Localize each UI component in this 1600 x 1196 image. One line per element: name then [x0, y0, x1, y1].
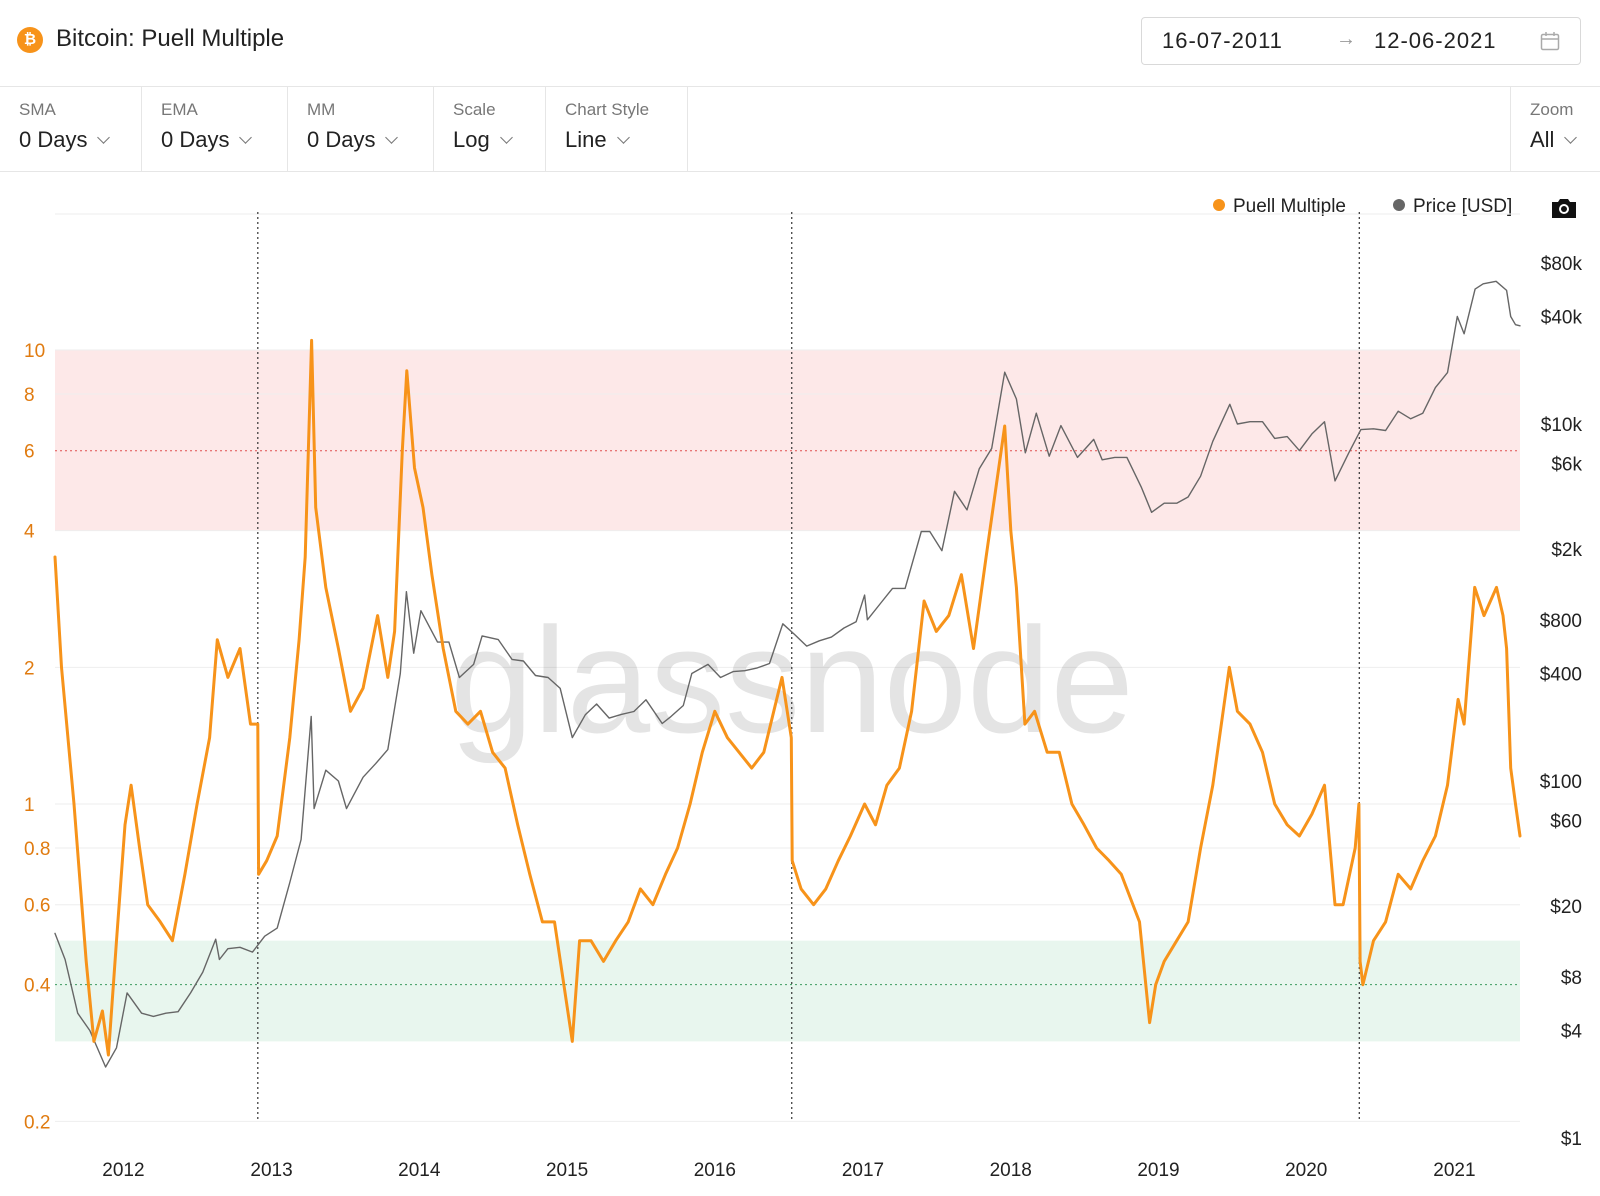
- x-axis-tick-label: 2014: [398, 1160, 441, 1181]
- left-axis-tick-label: 0.4: [24, 976, 51, 997]
- legend-puell-label: Puell Multiple: [1233, 196, 1346, 217]
- mm-value[interactable]: 0 Days: [307, 127, 399, 153]
- zoom-label: Zoom: [1530, 100, 1574, 119]
- sma-select[interactable]: SMA 0 Days: [0, 87, 142, 171]
- chart-style-select[interactable]: Chart Style Line: [546, 87, 688, 171]
- chevron-down-icon: [616, 131, 630, 144]
- date-range-picker[interactable]: 16-07-2011 → 12-06-2021: [1141, 17, 1581, 65]
- sma-label: SMA: [19, 100, 56, 119]
- ema-value[interactable]: 0 Days: [161, 127, 253, 153]
- left-axis-tick-label: 0.8: [24, 839, 50, 860]
- price-line: [54, 280, 1521, 1068]
- puell-multiple-line: [53, 338, 1522, 1057]
- x-axis-tick-label: 2018: [990, 1160, 1032, 1181]
- green-zone-band: [55, 940, 1520, 1042]
- sma-value[interactable]: 0 Days: [19, 127, 111, 153]
- right-axis-tick-label: $400: [1540, 665, 1582, 686]
- legend-puell[interactable]: Puell Multiple: [1213, 196, 1346, 218]
- date-end-input[interactable]: 12-06-2021: [1374, 28, 1497, 53]
- right-axis-tick-label: $1: [1561, 1129, 1582, 1150]
- left-axis-tick-label: 6: [24, 442, 35, 463]
- right-axis-tick-label: $8: [1561, 968, 1582, 989]
- zoom-select[interactable]: Zoom All: [1510, 87, 1600, 171]
- date-start-input[interactable]: 16-07-2011: [1162, 28, 1283, 53]
- left-axis-tick-label: 8: [24, 385, 35, 406]
- left-axis-tick-label: 0.6: [24, 896, 50, 917]
- legend-price-dot: [1393, 199, 1405, 211]
- legend-puell-dot: [1213, 199, 1225, 211]
- right-axis-tick-label: $60: [1550, 812, 1582, 833]
- right-axis-tick-label: $2k: [1551, 540, 1582, 561]
- left-axis-tick-label: 1: [24, 795, 35, 816]
- header: ₿ Bitcoin: Puell Multiple 16-07-2011 → 1…: [0, 0, 1600, 87]
- ema-label: EMA: [161, 100, 198, 119]
- scale-label: Scale: [453, 100, 496, 119]
- legend-price[interactable]: Price [USD]: [1393, 196, 1512, 218]
- chevron-down-icon: [239, 131, 253, 144]
- right-axis-tick-label: $10k: [1541, 415, 1583, 436]
- left-axis-tick-label: 10: [24, 341, 45, 362]
- legend-price-label: Price [USD]: [1413, 196, 1513, 217]
- bitcoin-icon: ₿: [17, 27, 43, 53]
- ema-select[interactable]: EMA 0 Days: [142, 87, 288, 171]
- x-axis-tick-label: 2012: [102, 1160, 144, 1181]
- left-axis-tick-label: 2: [24, 658, 35, 679]
- zoom-value[interactable]: All: [1530, 127, 1578, 153]
- right-axis-tick-label: $6k: [1551, 455, 1582, 476]
- mm-select[interactable]: MM 0 Days: [288, 87, 434, 171]
- mm-label: MM: [307, 100, 336, 119]
- chart-style-label: Chart Style: [565, 100, 650, 119]
- x-axis-tick-label: 2013: [250, 1160, 292, 1181]
- arrow-right-icon: →: [1336, 28, 1356, 50]
- scale-value[interactable]: Log: [453, 127, 513, 153]
- x-axis-tick-label: 2019: [1137, 1160, 1179, 1181]
- left-axis-tick-label: 0.2: [24, 1112, 50, 1133]
- left-axis-tick-label: 4: [24, 522, 35, 543]
- x-axis-tick-label: 2015: [546, 1160, 588, 1181]
- x-axis-tick-label: 2021: [1433, 1160, 1475, 1181]
- right-axis-tick-label: $800: [1540, 611, 1582, 632]
- scale-select[interactable]: Scale Log: [434, 87, 546, 171]
- chart-style-value[interactable]: Line: [565, 127, 630, 153]
- x-axis-tick-label: 2020: [1285, 1160, 1327, 1181]
- red-zone-band: [55, 350, 1520, 531]
- x-axis-tick-label: 2016: [694, 1160, 736, 1181]
- camera-icon[interactable]: [1550, 197, 1578, 219]
- chevron-down-icon: [499, 131, 513, 144]
- chart-controls: SMA 0 Days EMA 0 Days MM 0 Days Scale Lo…: [0, 87, 1600, 172]
- page-title: Bitcoin: Puell Multiple: [56, 25, 285, 52]
- chevron-down-icon: [97, 131, 111, 144]
- right-axis-tick-label: $20: [1550, 897, 1582, 918]
- right-axis-tick-label: $80k: [1541, 254, 1583, 275]
- right-axis-tick-label: $100: [1540, 772, 1582, 793]
- chevron-down-icon: [385, 131, 399, 144]
- right-axis-tick-label: $40k: [1541, 308, 1583, 329]
- right-axis-tick-label: $4: [1561, 1022, 1583, 1043]
- chevron-down-icon: [1564, 131, 1578, 144]
- calendar-icon[interactable]: [1540, 31, 1560, 51]
- x-axis-tick-label: 2017: [842, 1160, 884, 1181]
